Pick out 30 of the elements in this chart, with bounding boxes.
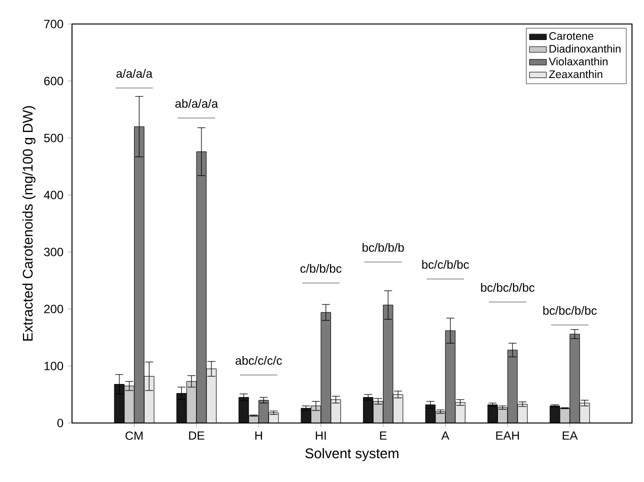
legend-label: Violaxanthin — [548, 57, 608, 66]
x-tick-label: EA — [562, 431, 578, 440]
annotation: c/b/b/bc — [300, 264, 342, 273]
legend-label: Diadinoxanthin — [550, 44, 620, 53]
annotation: bc/b/b/b — [362, 243, 404, 252]
x-tick-label: DE — [189, 431, 204, 440]
y-tick-label: 700 — [44, 20, 64, 28]
y-tick-label: 100 — [44, 362, 64, 370]
x-tick-label: HI — [316, 431, 326, 440]
y-tick-label: 200 — [44, 304, 64, 314]
y-tick-label: 0 — [57, 418, 64, 428]
legend-label: Zeaxanthin — [549, 70, 602, 78]
x-tick-label: A — [441, 431, 450, 440]
y-axis-title: Extracted Carotenoids (mg/100 g DW) — [22, 106, 36, 341]
annotation: bc/bc/b/bc — [481, 283, 534, 292]
x-axis-title: Solvent system — [305, 448, 398, 462]
y-tick-label: 300 — [44, 248, 64, 256]
y-tick-label: 500 — [44, 134, 64, 142]
annotation: bc/bc/b/bc — [543, 306, 597, 315]
annotation: bc/c/b/bc — [422, 260, 469, 269]
y-tick-label: 600 — [44, 76, 64, 86]
x-tick-label: CM — [126, 431, 143, 440]
annotation: abc/c/c/c — [236, 356, 282, 365]
y-tick-label: 400 — [44, 190, 64, 200]
x-tick-label: E — [380, 431, 387, 440]
annotation: ab/a/a/a — [175, 99, 218, 108]
x-tick-label: H — [255, 431, 262, 440]
annotation: a/a/a/a — [116, 69, 152, 78]
legend-label: Carotene — [549, 32, 594, 40]
x-tick-label: EAH — [496, 431, 519, 440]
